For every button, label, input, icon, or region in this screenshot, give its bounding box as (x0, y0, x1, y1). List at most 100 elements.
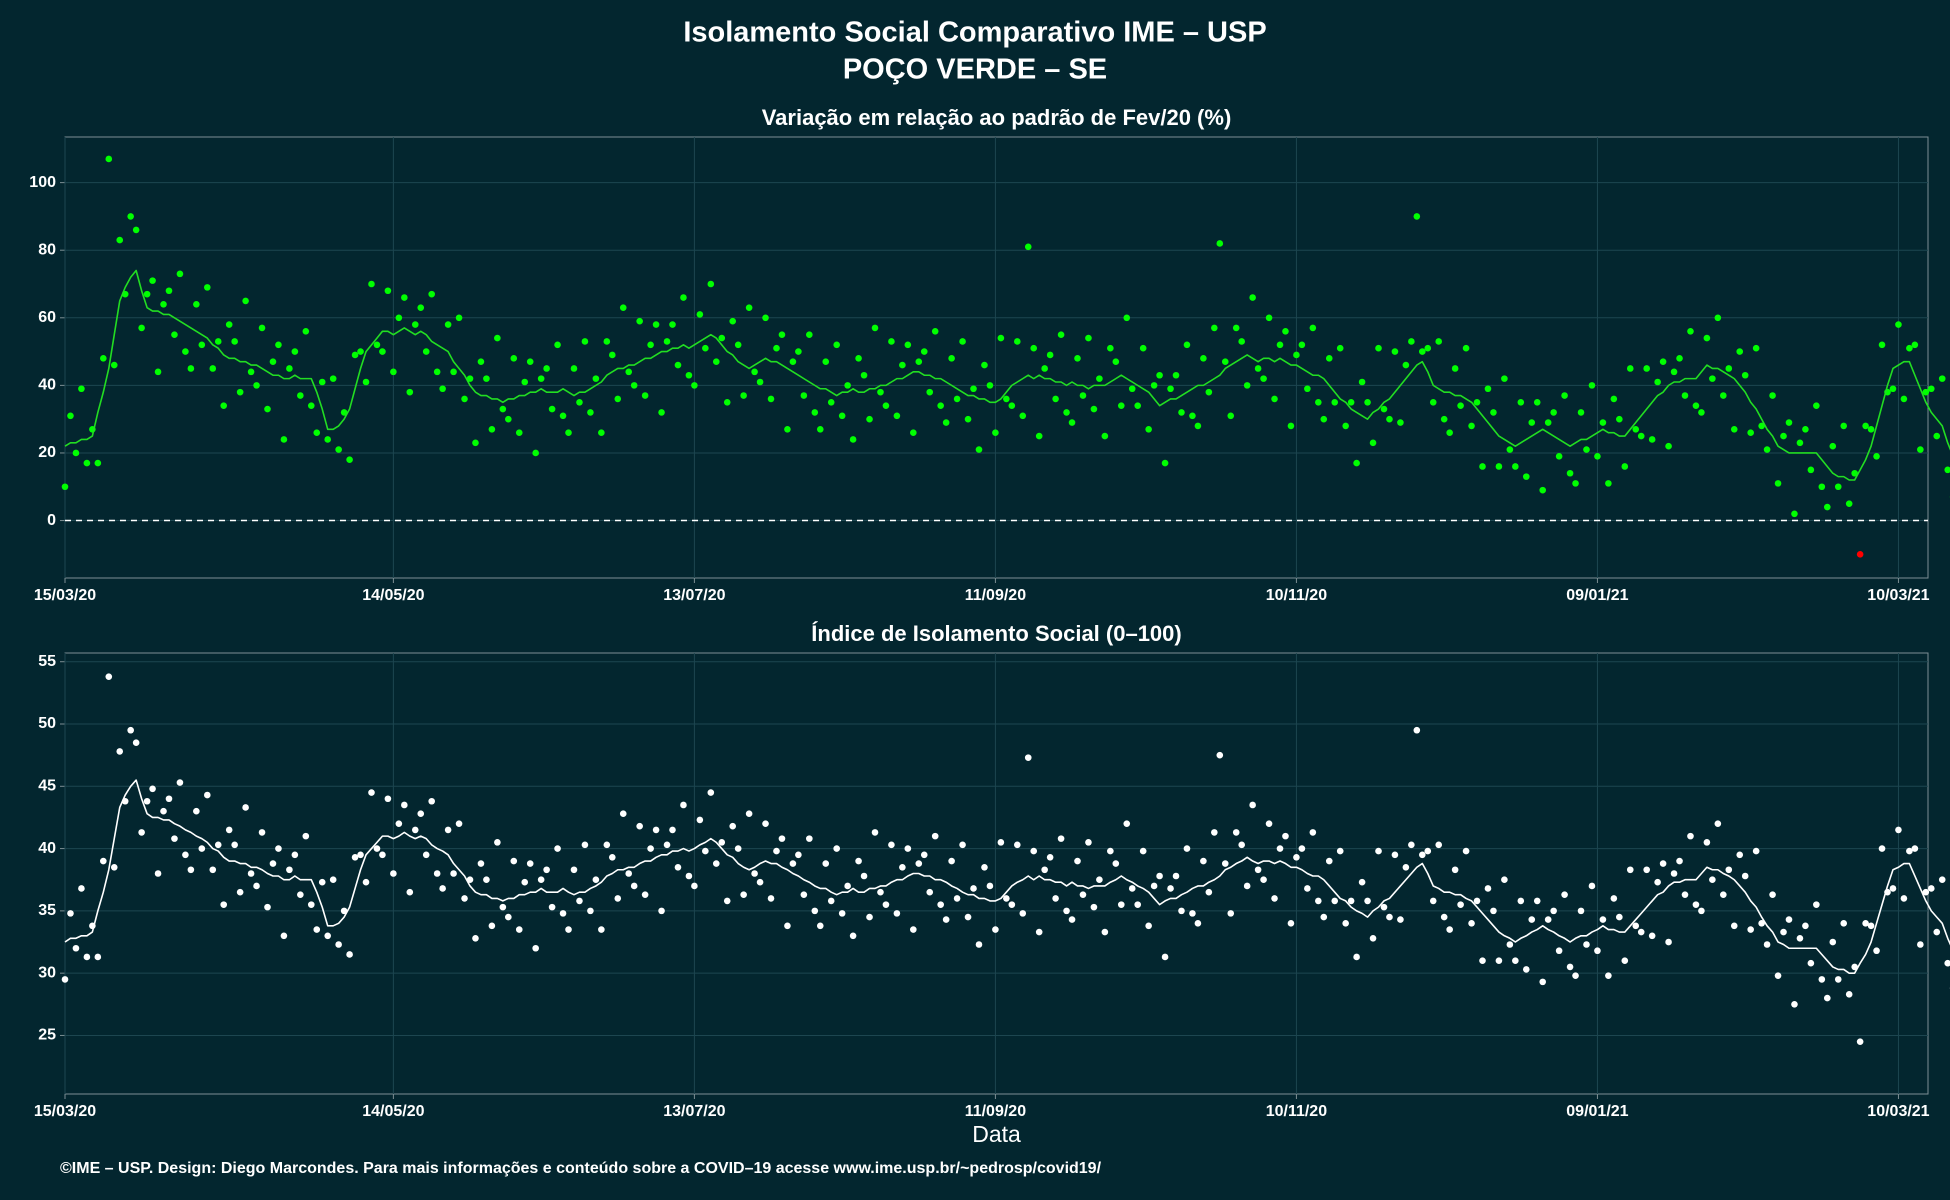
data-point (1304, 885, 1311, 892)
data-point (494, 334, 501, 342)
data-point (428, 797, 435, 805)
data-point (1260, 876, 1267, 884)
data-point (1063, 907, 1070, 915)
data-point (132, 226, 140, 234)
data-point (455, 314, 463, 322)
data-point (302, 832, 310, 840)
data-point (1802, 922, 1809, 930)
data-point (1052, 395, 1059, 403)
data-point (630, 882, 638, 890)
data-point (1512, 957, 1519, 965)
data-point (1911, 845, 1919, 852)
data-point (1681, 392, 1689, 399)
data-point (1714, 820, 1722, 827)
data-point (1331, 897, 1339, 905)
data-point (1692, 901, 1700, 908)
data-point (1101, 928, 1109, 936)
data-point (1528, 419, 1536, 426)
data-point (1495, 957, 1503, 965)
data-point (696, 816, 704, 824)
data-point (1189, 412, 1196, 420)
data-point (1380, 405, 1388, 413)
data-point (1845, 991, 1853, 998)
data-point (1533, 897, 1541, 905)
data-point (220, 402, 228, 409)
data-point (1670, 368, 1678, 376)
x-tick-label: 13/07/20 (663, 587, 725, 604)
data-point (1161, 459, 1169, 467)
data-point (800, 392, 808, 399)
data-point (1659, 358, 1667, 366)
data-point (313, 926, 321, 933)
data-point (1189, 910, 1196, 917)
data-point (198, 845, 206, 852)
data-point (379, 348, 386, 355)
data-point (1276, 845, 1284, 852)
x-tick-label: 15/03/20 (34, 587, 96, 604)
data-point (1063, 409, 1070, 416)
data-point (827, 897, 835, 905)
data-point (1413, 213, 1421, 220)
data-point (838, 910, 846, 917)
data-point (614, 395, 622, 403)
data-point (1501, 375, 1508, 382)
data-point (795, 851, 802, 859)
trend-line (64, 269, 1950, 481)
data-point (1139, 344, 1147, 352)
x-tick-label: 10/03/21 (1867, 1103, 1929, 1120)
data-point (193, 300, 200, 308)
data-point (1074, 355, 1081, 362)
data-point (1605, 480, 1612, 487)
data-point (302, 328, 310, 335)
data-point (488, 426, 496, 433)
data-point (1637, 928, 1645, 936)
data-point (1709, 876, 1716, 884)
data-point (1227, 910, 1235, 917)
data-point (756, 878, 764, 886)
data-point (1446, 926, 1453, 933)
data-point (401, 801, 408, 809)
data-point (1479, 957, 1486, 965)
data-point (1895, 826, 1902, 834)
data-point (466, 375, 474, 382)
data-point (1648, 436, 1656, 443)
data-point (1117, 901, 1125, 908)
data-point (1550, 907, 1557, 915)
data-point (390, 870, 397, 877)
data-point (1626, 365, 1634, 372)
data-point (94, 459, 102, 467)
data-point (1112, 860, 1120, 867)
data-point (1720, 392, 1727, 399)
data-point (1238, 338, 1245, 345)
data-point (756, 378, 764, 386)
data-point (1566, 469, 1574, 477)
data-point (1900, 395, 1908, 403)
data-point (871, 829, 879, 836)
data-point (225, 826, 233, 834)
data-point (203, 284, 211, 291)
data-point (1758, 422, 1765, 430)
y-tick-label: 45 (38, 778, 56, 795)
data-point (1287, 920, 1295, 927)
data-point (1616, 913, 1623, 921)
data-point (1090, 405, 1098, 413)
data-point (937, 901, 944, 908)
data-point (565, 429, 572, 436)
x-tick-label: 11/09/20 (965, 1103, 1027, 1120)
data-point (67, 910, 74, 917)
data-point (1643, 866, 1650, 874)
data-point (849, 932, 857, 940)
data-point (450, 870, 457, 877)
data-point (680, 801, 687, 809)
data-point (1462, 344, 1470, 352)
data-point (105, 155, 113, 163)
data-point (253, 882, 260, 890)
data-point (143, 290, 151, 298)
data-point (893, 910, 901, 917)
data-point (1763, 446, 1771, 453)
data-point (1003, 895, 1010, 902)
data-point (1621, 957, 1629, 965)
data-point (641, 891, 649, 898)
data-point (1282, 328, 1289, 335)
data-point (702, 847, 709, 855)
